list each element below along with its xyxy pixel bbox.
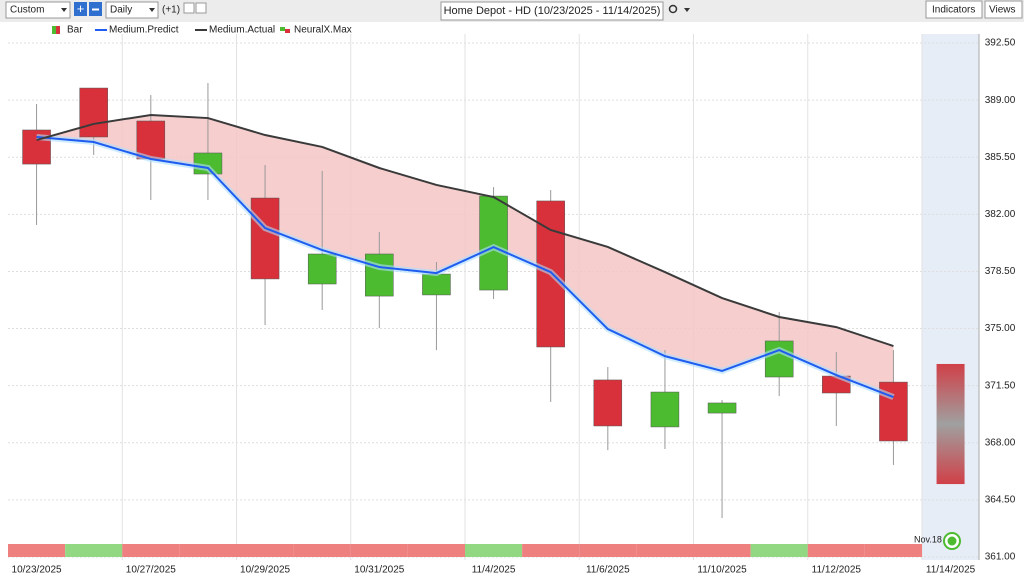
signal-strip [122, 544, 180, 557]
signal-strip [350, 544, 408, 557]
signal-strip [750, 544, 808, 557]
indicators: Indicators [932, 5, 975, 16]
chart-title: Home Depot - HD (10/23/2025 - 11/14/2025… [444, 5, 661, 17]
legend-swatch [56, 26, 60, 34]
candle-body [422, 273, 451, 296]
candle-body [764, 340, 794, 378]
dropdown-arrow [684, 8, 690, 12]
signal-strip [693, 544, 751, 557]
signal-strip [636, 544, 694, 557]
x-tick-label: 11/14/2025 [926, 565, 976, 576]
line [36, 135, 894, 399]
candle-body [479, 195, 508, 291]
y-tick-label: 392.50 [985, 38, 1016, 49]
candle-body [79, 87, 108, 138]
candle-body [593, 379, 623, 427]
minus-icon [92, 8, 99, 11]
signal-strip [522, 544, 580, 557]
signal-strip [293, 544, 351, 557]
y-tick-label: 389.00 [985, 95, 1016, 106]
candle-body [650, 391, 680, 428]
y-tick-label: 361.00 [985, 552, 1016, 563]
signal-strip [465, 544, 523, 557]
y-tick-label: 382.00 [985, 209, 1016, 220]
candle-body [250, 197, 280, 280]
legend-label: Medium.Actual [209, 25, 275, 36]
legend-swatch [52, 26, 56, 34]
x-tick-label: 11/10/2025 [697, 565, 747, 576]
x-tick-label: 10/27/2025 [126, 565, 176, 576]
x-tick-label: 10/23/2025 [12, 565, 62, 576]
signal-icon [947, 536, 957, 546]
dropdown-arrow [61, 8, 67, 12]
views: Views [989, 5, 1016, 16]
interval: Daily [110, 5, 132, 16]
signal-strip [807, 544, 865, 557]
y-tick-label: 364.50 [985, 495, 1016, 506]
candle-body [136, 120, 166, 160]
candle-body [365, 253, 394, 297]
x-tick-label: 11/4/2025 [472, 565, 516, 576]
offset-plus[interactable] [183, 2, 195, 14]
x-tick-label: 11/12/2025 [812, 565, 862, 576]
period: Custom [10, 5, 44, 16]
indicators-button[interactable] [925, 0, 983, 19]
y-tick-label: 378.50 [985, 266, 1016, 277]
period-select[interactable] [5, 1, 71, 19]
x-tick-label: 11/6/2025 [586, 565, 630, 576]
title-box [440, 1, 664, 21]
signal-strip [407, 544, 465, 557]
annotation: Nov.18 [914, 534, 942, 544]
signal-strip [579, 544, 637, 557]
legend-label: Medium.Predict [109, 25, 179, 36]
spread-area [36, 114, 894, 398]
line [36, 113, 894, 347]
zoom-in[interactable] [74, 2, 87, 16]
offset: (+1) [162, 5, 180, 16]
signal-strip [236, 544, 294, 557]
signal-strip [179, 544, 237, 557]
signal-strip [864, 544, 922, 557]
signal-strip [65, 544, 123, 557]
y-tick-label: 368.00 [985, 437, 1016, 448]
search-icon[interactable] [668, 4, 678, 14]
interval-select[interactable] [105, 1, 159, 19]
legend-label: NeuralX.Max [294, 25, 352, 36]
legend-label: Bar [67, 25, 83, 36]
offset-minus[interactable] [195, 2, 207, 14]
legend-swatch [285, 29, 290, 33]
y-tick-label: 371.50 [985, 380, 1016, 391]
x-tick-label: 10/31/2025 [354, 565, 404, 576]
legend-swatch [280, 27, 285, 31]
forecast-range [936, 363, 965, 485]
x-tick-label: 10/29/2025 [240, 565, 290, 576]
views-button[interactable] [984, 0, 1023, 19]
y-tick-label: 375.00 [985, 323, 1016, 334]
candle-body [707, 402, 737, 414]
plus-icon: + [77, 1, 85, 16]
signal-strip [8, 544, 66, 557]
dropdown-arrow [149, 8, 155, 12]
candle-body [307, 253, 337, 285]
y-tick-label: 385.50 [985, 152, 1016, 163]
